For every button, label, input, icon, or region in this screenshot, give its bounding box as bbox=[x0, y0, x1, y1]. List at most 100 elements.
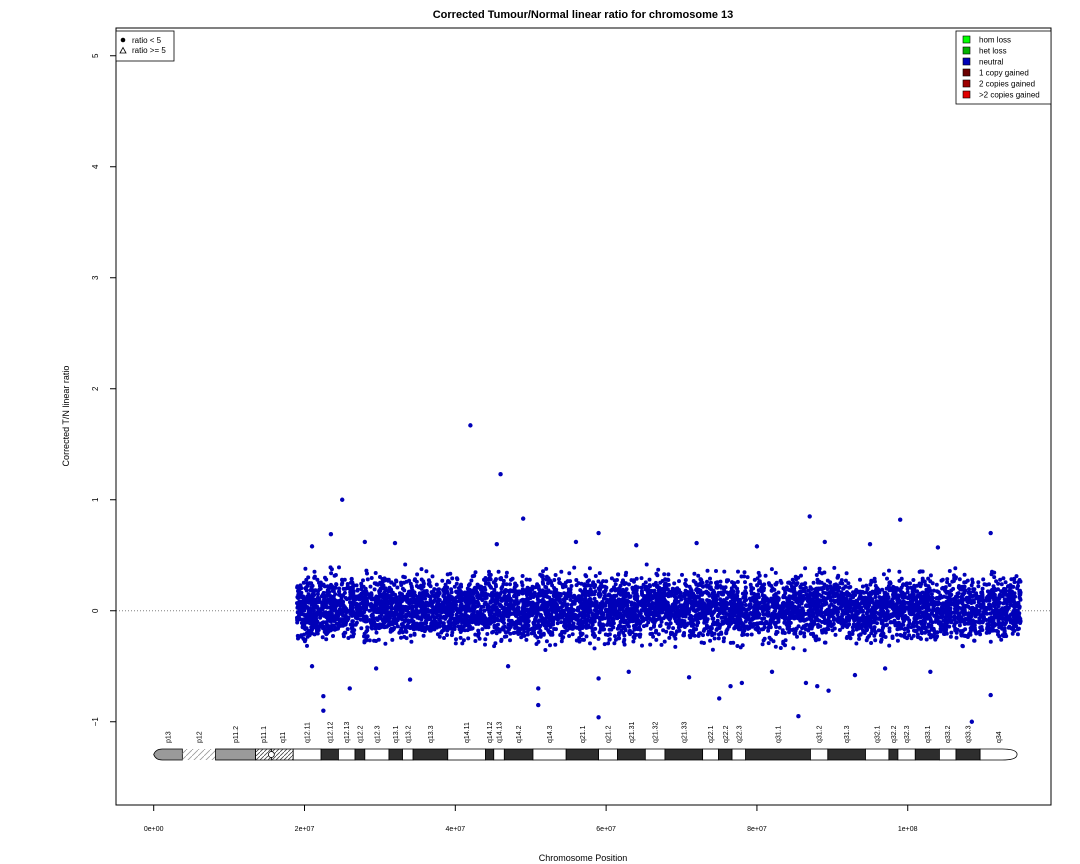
data-point bbox=[482, 608, 487, 613]
data-point bbox=[947, 583, 952, 587]
data-point bbox=[554, 627, 558, 632]
data-point bbox=[337, 586, 342, 591]
data-point bbox=[443, 610, 448, 615]
data-point bbox=[362, 614, 367, 619]
data-point bbox=[392, 582, 397, 587]
data-point bbox=[717, 611, 722, 616]
data-point bbox=[782, 631, 787, 635]
data-point bbox=[572, 565, 577, 570]
data-point bbox=[502, 594, 507, 599]
data-point bbox=[721, 639, 726, 644]
data-point bbox=[654, 628, 659, 633]
data-point bbox=[563, 584, 568, 589]
data-point bbox=[408, 589, 413, 594]
data-point bbox=[637, 633, 641, 637]
data-point bbox=[580, 623, 584, 628]
data-point bbox=[486, 625, 491, 630]
data-point bbox=[369, 576, 374, 580]
data-point bbox=[609, 576, 614, 581]
data-point bbox=[445, 633, 449, 637]
data-point bbox=[389, 626, 394, 631]
data-point bbox=[664, 607, 668, 612]
data-point bbox=[999, 637, 1004, 642]
data-point bbox=[975, 603, 980, 608]
data-point bbox=[340, 577, 344, 582]
data-point bbox=[902, 627, 907, 632]
data-point bbox=[738, 627, 743, 632]
data-point bbox=[553, 642, 558, 647]
data-point bbox=[790, 628, 795, 632]
data-point bbox=[972, 600, 976, 605]
data-point bbox=[476, 634, 481, 638]
data-point bbox=[820, 630, 825, 635]
data-point bbox=[666, 572, 671, 577]
data-point bbox=[421, 633, 426, 638]
data-point bbox=[992, 575, 997, 580]
data-point bbox=[814, 573, 819, 577]
data-point bbox=[368, 584, 373, 589]
data-point bbox=[407, 578, 412, 583]
data-point bbox=[821, 585, 826, 590]
data-point bbox=[822, 570, 827, 575]
data-point bbox=[923, 583, 928, 587]
data-point bbox=[383, 641, 388, 646]
data-point bbox=[723, 617, 728, 622]
data-point bbox=[784, 601, 789, 606]
data-point bbox=[773, 644, 778, 649]
data-point bbox=[348, 600, 352, 605]
data-point bbox=[352, 598, 357, 603]
data-point bbox=[802, 634, 807, 639]
data-point bbox=[701, 628, 706, 633]
data-point bbox=[369, 625, 374, 630]
data-point bbox=[683, 578, 688, 582]
data-point bbox=[869, 641, 874, 645]
data-point bbox=[846, 581, 851, 586]
data-point bbox=[760, 642, 765, 647]
data-point bbox=[813, 638, 818, 643]
data-point bbox=[568, 590, 573, 595]
data-point bbox=[443, 582, 448, 587]
data-point bbox=[437, 634, 442, 639]
data-point bbox=[812, 622, 817, 626]
data-point bbox=[406, 625, 410, 630]
data-point bbox=[901, 582, 906, 587]
data-point bbox=[387, 621, 392, 626]
data-point bbox=[763, 573, 768, 578]
data-point bbox=[421, 581, 426, 586]
data-point bbox=[1010, 631, 1015, 636]
data-point bbox=[774, 582, 778, 587]
data-point bbox=[517, 619, 522, 624]
data-point bbox=[541, 569, 545, 574]
data-point bbox=[783, 588, 787, 593]
data-point bbox=[337, 599, 342, 603]
data-point bbox=[494, 631, 499, 636]
data-point bbox=[507, 627, 512, 632]
data-point bbox=[306, 575, 311, 580]
data-point bbox=[947, 569, 952, 573]
data-point bbox=[419, 567, 424, 572]
data-point bbox=[387, 585, 392, 590]
data-point bbox=[691, 579, 696, 583]
data-point bbox=[714, 601, 719, 606]
data-point bbox=[506, 595, 510, 600]
data-point bbox=[932, 631, 937, 636]
data-point bbox=[754, 611, 759, 616]
data-point bbox=[957, 577, 962, 582]
data-point bbox=[699, 640, 704, 645]
data-point bbox=[911, 578, 916, 582]
data-point bbox=[327, 617, 332, 622]
data-point bbox=[705, 568, 710, 573]
data-point bbox=[400, 586, 405, 591]
data-point bbox=[680, 622, 685, 626]
data-point bbox=[295, 605, 300, 610]
data-point bbox=[504, 582, 509, 587]
data-point bbox=[504, 570, 509, 575]
data-point bbox=[492, 587, 497, 592]
data-point bbox=[794, 626, 799, 631]
data-point bbox=[661, 628, 666, 633]
data-point bbox=[777, 625, 782, 630]
data-point bbox=[735, 644, 740, 648]
data-point bbox=[749, 632, 754, 637]
data-point bbox=[456, 592, 461, 597]
data-point bbox=[487, 569, 491, 574]
